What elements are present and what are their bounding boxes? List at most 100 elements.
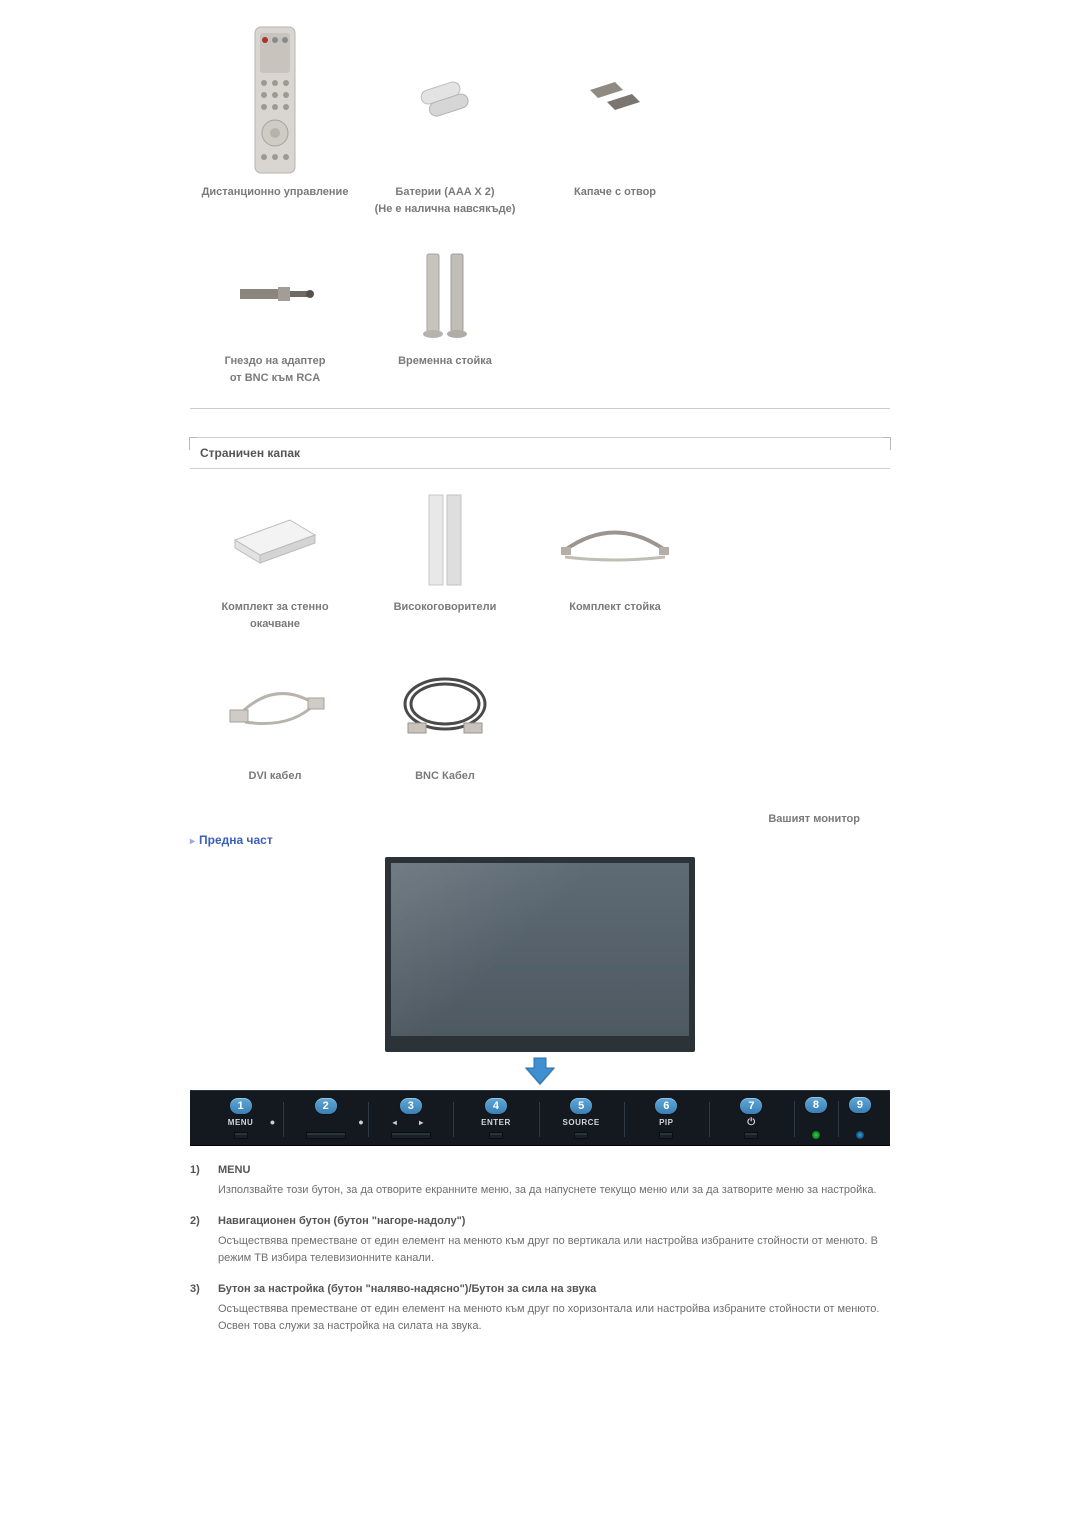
probe-icon [489, 1132, 503, 1139]
wall-mount-label-line1: Комплект за стенно [221, 601, 328, 613]
stand-kit: Комплект стойка [530, 485, 700, 642]
blank-label [859, 1117, 862, 1127]
page: Дистанционно управление Батерии (AAA X 2… [190, 0, 890, 1391]
strip-slot-nav[interactable]: 2 • • [283, 1098, 368, 1143]
strip-slot-led-blue: 9 [838, 1097, 882, 1143]
control-strip: 1 MENU 2 • • 3 ◂ ▸ 4 ENTER 5 [190, 1090, 890, 1146]
desc-title-1: MENU [218, 1164, 250, 1176]
pill-9: 9 [849, 1097, 871, 1113]
strip-label-pip: PIP [659, 1118, 673, 1128]
section-side-cover-title: Страничен капак [200, 446, 300, 460]
dvi-cable: DVI кабел [190, 654, 360, 795]
side-cover-row-1: Комплект за стенно окачване Високоговори… [190, 485, 890, 642]
desc-item-1: 1) MENU Използвайте този бутон, за да от… [190, 1164, 890, 1199]
divider [190, 408, 890, 409]
wall-mount-kit: Комплект за стенно окачване [190, 485, 360, 642]
your-monitor-label: Вашият монитор [190, 813, 890, 825]
probe-icon [574, 1132, 588, 1139]
batteries-label-line1: Батерии (AAA X 2) [395, 186, 494, 198]
stand-kit-image [530, 485, 700, 595]
desc-item-3: 3) Бутон за настройка (бутон "наляво-над… [190, 1283, 890, 1335]
dvi-cable-label: DVI кабел [190, 764, 360, 795]
desc-body-1: Използвайте този бутон, за да отворите е… [190, 1182, 890, 1199]
monitor-image-wrap [190, 857, 890, 1052]
bnc-rca-label: Гнездо на адаптер от BNC към RCA [190, 349, 360, 396]
strip-label-menu: MENU [228, 1118, 254, 1128]
bnc-rca-image [190, 239, 360, 349]
pill-5: 5 [570, 1098, 592, 1114]
bnc-rca-label-line2: от BNC към RCA [230, 372, 320, 384]
chevron-icon: ▸ [190, 836, 195, 847]
wall-mount-label: Комплект за стенно окачване [190, 595, 360, 642]
strip-slot-adjust[interactable]: 3 ◂ ▸ [368, 1098, 453, 1143]
batteries-label-line2: (Не е налична навсякъде) [375, 203, 516, 215]
wall-mount-label-line2: окачване [250, 618, 300, 630]
bnc-rca-label-line1: Гнездо на адаптер [225, 355, 326, 367]
led-green-icon [812, 1131, 820, 1139]
strip-slot-source[interactable]: 5 SOURCE [539, 1098, 624, 1143]
strip-slot-power[interactable]: 7 ⏻ [709, 1098, 794, 1143]
pill-3: 3 [400, 1098, 422, 1114]
accessory-row-1: Дистанционно управление Батерии (AAA X 2… [190, 20, 890, 227]
accessory-remote: Дистанционно управление [190, 20, 360, 227]
probe-icon [659, 1132, 673, 1139]
strip-slot-led-green: 8 [794, 1097, 838, 1143]
accessory-bnc-rca: Гнездо на адаптер от BNC към RCA [190, 239, 360, 396]
pill-1: 1 [230, 1098, 252, 1114]
front-link[interactable]: ▸ Предна част [190, 833, 890, 847]
wall-mount-image [190, 485, 360, 595]
blank-label [815, 1117, 818, 1127]
strip-slot-pip[interactable]: 6 PIP [624, 1098, 709, 1143]
speakers-label: Високоговорители [360, 595, 530, 626]
cover-label: Капаче с отвор [530, 180, 700, 211]
batteries-image [360, 20, 530, 180]
desc-num-2: 2) [190, 1215, 206, 1227]
probe-icon [391, 1132, 431, 1139]
side-cover-row-2: DVI кабел BNC Кабел [190, 654, 890, 795]
accessory-row-2: Гнездо на адаптер от BNC към RCA Временн… [190, 239, 890, 396]
pill-2: 2 [315, 1098, 337, 1114]
desc-title-2: Навигационен бутон (бутон "нагоре-надолу… [218, 1215, 465, 1227]
bnc-cable-image [360, 654, 530, 764]
monitor-image [385, 857, 695, 1052]
desc-num-3: 3) [190, 1283, 206, 1295]
temp-stand-label: Временна стойка [360, 349, 530, 380]
strip-label-source: SOURCE [563, 1118, 600, 1128]
batteries-label: Батерии (AAA X 2) (Не е налична навсякъд… [360, 180, 530, 227]
cover-image [530, 20, 700, 180]
remote-label: Дистанционно управление [190, 180, 360, 211]
bnc-cable: BNC Кабел [360, 654, 530, 795]
pill-6: 6 [655, 1098, 677, 1114]
front-link-text: Предна част [199, 833, 273, 847]
adjust-triangles-icon: ◂ ▸ [393, 1118, 429, 1128]
accessory-temp-stand: Временна стойка [360, 239, 530, 396]
accessory-batteries: Батерии (AAA X 2) (Не е налична навсякъд… [360, 20, 530, 227]
stand-kit-label: Комплект стойка [530, 595, 700, 626]
probe-icon [234, 1132, 248, 1139]
desc-body-3: Осъществява преместване от един елемент … [190, 1301, 890, 1335]
dvi-cable-image [190, 654, 360, 764]
section-side-cover: Страничен капак [190, 437, 890, 469]
accessory-cover: Капаче с отвор [530, 20, 700, 227]
pill-7: 7 [740, 1098, 762, 1114]
pill-8: 8 [805, 1097, 827, 1113]
power-icon: ⏻ [747, 1118, 755, 1128]
nav-dots-icon: • • [270, 1118, 381, 1128]
description-list: 1) MENU Използвайте този бутон, за да от… [190, 1164, 890, 1335]
strip-label-enter: ENTER [481, 1118, 511, 1128]
speakers: Високоговорители [360, 485, 530, 642]
desc-title-3: Бутон за настройка (бутон "наляво-надясн… [218, 1283, 596, 1295]
probe-icon [306, 1132, 346, 1139]
pill-4: 4 [485, 1098, 507, 1114]
temp-stand-image [360, 239, 530, 349]
control-strip-row: 1 MENU 2 • • 3 ◂ ▸ 4 ENTER 5 [198, 1097, 882, 1143]
speakers-image [360, 485, 530, 595]
desc-item-2: 2) Навигационен бутон (бутон "нагоре-над… [190, 1215, 890, 1267]
led-blue-icon [856, 1131, 864, 1139]
arrow-down-icon [190, 1056, 890, 1086]
desc-num-1: 1) [190, 1164, 206, 1176]
remote-image [190, 20, 360, 180]
probe-icon [744, 1132, 758, 1139]
strip-slot-enter[interactable]: 4 ENTER [453, 1098, 538, 1143]
bnc-cable-label: BNC Кабел [360, 764, 530, 795]
